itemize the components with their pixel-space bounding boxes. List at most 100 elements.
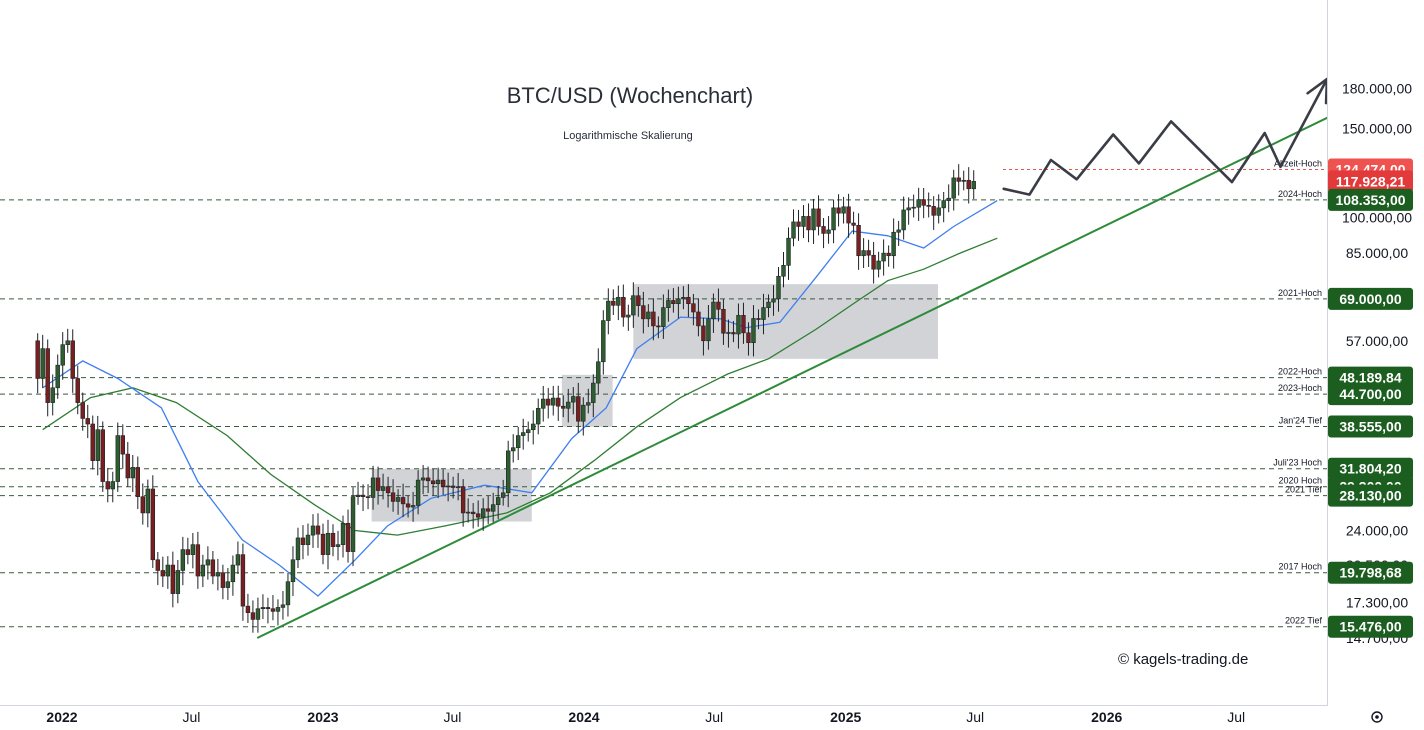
candle-body <box>621 296 626 318</box>
candle-body <box>521 432 526 436</box>
candle <box>100 421 105 492</box>
candle <box>290 546 296 597</box>
candle-body <box>571 396 576 403</box>
candle-body <box>626 314 631 318</box>
candle-body <box>245 605 251 613</box>
candle-body <box>40 348 45 379</box>
candle-body <box>761 307 766 320</box>
level-badge-bg <box>1328 457 1413 480</box>
candle-body <box>966 179 971 190</box>
candle <box>681 286 686 310</box>
time-axis: 2022 Jul 2023 Jul 2024 Jul 2025 Jul 2026 Jul <box>46 709 1245 725</box>
candle <box>656 316 661 339</box>
candle <box>500 479 506 506</box>
candle-body <box>801 216 806 227</box>
candle <box>490 492 496 523</box>
candle-body <box>185 549 191 555</box>
level-name: 2024-Hoch <box>1278 189 1322 199</box>
candle-body <box>591 382 596 403</box>
level-badge-bg <box>1328 415 1413 438</box>
ema-long-line <box>42 237 998 536</box>
candle-body <box>150 488 156 561</box>
candle-body <box>495 497 501 505</box>
candle <box>801 205 806 239</box>
candle <box>876 251 881 278</box>
candle-body <box>631 295 636 316</box>
candle <box>470 503 476 529</box>
candle <box>916 187 921 221</box>
candle-body <box>706 318 711 342</box>
candle <box>621 284 626 327</box>
candle-body <box>751 318 756 344</box>
candle-body <box>85 418 90 425</box>
candle <box>676 286 681 319</box>
candle <box>671 288 676 313</box>
candle <box>325 519 331 570</box>
level-name: 2022-Hoch <box>1278 367 1322 377</box>
candle-body <box>681 296 686 300</box>
candle-body <box>235 554 241 566</box>
candle <box>185 537 191 565</box>
level-name: Allzeit-Hoch <box>1274 158 1322 168</box>
candle <box>856 213 861 270</box>
candle <box>906 197 911 225</box>
candle-body <box>776 275 781 300</box>
time-tick-label: 2026 <box>1091 709 1122 725</box>
candle <box>761 293 766 335</box>
level-badge-label: 48.189,84 <box>1339 370 1401 386</box>
candle-body <box>961 179 966 182</box>
candle <box>345 509 351 563</box>
candle-body <box>55 364 60 389</box>
level-badge-label: 38.555,00 <box>1339 419 1401 435</box>
candle <box>95 415 100 476</box>
candle <box>445 472 451 502</box>
candle-body <box>480 508 486 518</box>
candle <box>120 424 125 469</box>
settings-icon[interactable] <box>1371 711 1383 723</box>
candle-body <box>45 348 50 403</box>
candle <box>485 496 491 525</box>
candle-body <box>75 378 80 403</box>
candle <box>205 546 211 580</box>
candle-body <box>210 559 216 577</box>
candle-body <box>846 206 851 224</box>
candle <box>215 558 221 591</box>
candle-body <box>871 254 876 270</box>
candle-body <box>746 332 751 344</box>
candle <box>741 302 746 344</box>
candle <box>190 533 196 569</box>
candle-body <box>841 206 846 214</box>
candle <box>285 573 291 617</box>
time-tick-label: 2022 <box>46 709 77 725</box>
candle-body <box>420 477 426 481</box>
candle-body <box>265 607 271 610</box>
candle <box>551 385 556 416</box>
candle-body <box>641 305 646 320</box>
candle <box>971 170 976 200</box>
candle-body <box>671 300 676 305</box>
level-badge-label: 31.804,20 <box>1339 461 1401 477</box>
candle-body <box>596 361 601 384</box>
candle <box>390 479 396 512</box>
candle <box>275 599 281 626</box>
candle-body <box>405 503 411 508</box>
candle-body <box>716 301 721 310</box>
candle <box>511 434 516 463</box>
candle-body <box>816 208 821 227</box>
candle-body <box>370 477 376 498</box>
candle <box>831 199 836 244</box>
candle <box>35 333 40 394</box>
candle <box>861 238 866 268</box>
candle <box>360 484 366 512</box>
candle <box>646 304 651 327</box>
candle-body <box>581 404 586 422</box>
candle <box>435 467 441 499</box>
candle-body <box>956 177 961 182</box>
candle-body <box>255 608 261 620</box>
candle-body <box>155 559 161 571</box>
level-badge: 19.798,68 <box>1328 561 1413 584</box>
level-badge-label: 19.798,68 <box>1339 565 1401 581</box>
candle <box>726 319 731 348</box>
candle <box>696 298 701 337</box>
candle <box>405 495 411 518</box>
